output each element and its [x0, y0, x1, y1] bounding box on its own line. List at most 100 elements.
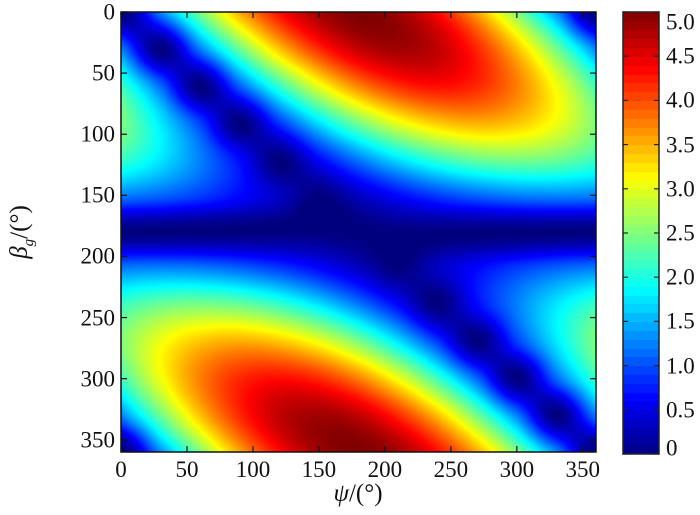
heatmap-cell — [457, 140, 497, 177]
heatmap-cell — [299, 214, 339, 251]
heatmap-cell — [180, 67, 220, 104]
heatmap-cell — [457, 104, 497, 141]
heatmap-cell — [457, 0, 497, 30]
heatmap-cell — [180, 177, 220, 214]
colorbar-tick-label: 1.0 — [666, 353, 695, 379]
heatmap-cell — [497, 104, 537, 141]
heatmap-cell — [299, 67, 339, 104]
heatmap-cell — [141, 67, 181, 104]
heatmap-cell — [418, 67, 458, 104]
y-axis-unit: /(°) — [6, 205, 33, 239]
colorbar — [623, 12, 659, 454]
heatmap-cell — [180, 287, 220, 324]
heatmap-cell — [418, 214, 458, 251]
x-tick-label: 250 — [433, 457, 469, 482]
y-tick-label: 200 — [80, 243, 116, 269]
y-tick-label: 350 — [80, 427, 116, 453]
heatmap-cell — [339, 250, 379, 287]
heatmap-cell — [537, 30, 577, 67]
heatmap-cell — [378, 214, 418, 251]
x-tick-label: 0 — [115, 457, 127, 482]
heatmap-cell — [141, 250, 181, 287]
heatmap-cell — [299, 324, 339, 361]
heatmap-cell — [141, 324, 181, 361]
heatmap-cell — [457, 324, 497, 361]
heatmap-cell — [457, 360, 497, 397]
heatmap-cell — [220, 324, 260, 361]
heatmap-cell — [339, 324, 379, 361]
heatmap-cell — [260, 287, 300, 324]
heatmap-cell — [378, 177, 418, 214]
heatmap-cell — [418, 140, 458, 177]
heatmap-cell — [339, 214, 379, 251]
heatmap-cell — [378, 0, 418, 30]
heatmap-cell — [497, 360, 537, 397]
heatmap-cell — [537, 104, 577, 141]
x-tick-label: 150 — [301, 457, 337, 482]
heatmap-cell — [537, 360, 577, 397]
heatmap-cell — [299, 250, 339, 287]
heatmap-cell — [180, 104, 220, 141]
heatmap-cell — [260, 214, 300, 251]
y-tick-label: 300 — [80, 366, 116, 392]
heatmap-cell — [220, 250, 260, 287]
heatmap-cell — [418, 250, 458, 287]
heatmap-cell — [180, 397, 220, 434]
y-tick-label: 0 — [103, 0, 116, 25]
heatmap-cell — [457, 287, 497, 324]
heatmap-cell — [260, 324, 300, 361]
heatmap-cell — [260, 360, 300, 397]
heatmap-cell — [339, 287, 379, 324]
heatmap-cell — [537, 67, 577, 104]
heatmap-cell — [220, 0, 260, 30]
heatmap-cell — [260, 140, 300, 177]
heatmap-cell — [537, 324, 577, 361]
heatmap-cell — [299, 360, 339, 397]
colorbar-tick-label: 1.5 — [666, 308, 695, 334]
heatmap-cell — [537, 214, 577, 251]
heatmap-cell — [220, 104, 260, 141]
colorbar-tick-label: 0.5 — [666, 397, 695, 423]
y-tick-label: 150 — [80, 182, 116, 208]
heatmap-cell — [497, 397, 537, 434]
heatmap-cell — [378, 250, 418, 287]
heatmap-cell — [141, 140, 181, 177]
heatmap-cell — [418, 324, 458, 361]
y-tick-label: 100 — [80, 121, 116, 147]
heatmap-cell — [537, 397, 577, 434]
heatmap-cell — [457, 250, 497, 287]
heatmap-cell — [339, 140, 379, 177]
heatmap-cell — [220, 140, 260, 177]
colorbar-tick-label: 0 — [666, 435, 678, 461]
heatmap-cell — [260, 397, 300, 434]
heatmap-cell — [457, 67, 497, 104]
heatmap-cell — [418, 30, 458, 67]
heatmap-cell — [497, 214, 537, 251]
heatmap-cell — [260, 67, 300, 104]
colorbar-tick-label: 3.0 — [666, 176, 695, 202]
heatmap-cell — [378, 397, 418, 434]
heatmap-cell — [339, 397, 379, 434]
heatmap-cell — [537, 287, 577, 324]
heatmap-cell — [339, 177, 379, 214]
heatmap-cell — [339, 30, 379, 67]
heatmap-cell — [497, 177, 537, 214]
heatmap-cell — [457, 214, 497, 251]
x-tick-label: 350 — [565, 457, 601, 482]
heatmap-cell — [141, 214, 181, 251]
heatmap-cell — [141, 287, 181, 324]
heatmap-cell — [180, 360, 220, 397]
heatmap-cell — [418, 0, 458, 30]
y-axis-symbol: β — [6, 246, 33, 259]
heatmap-cell — [418, 287, 458, 324]
colorbar-tick-label: 3.5 — [666, 132, 695, 158]
heatmap-cell — [497, 140, 537, 177]
x-axis-label: ψ/(°) — [333, 480, 382, 508]
x-axis-symbol: ψ — [333, 480, 349, 507]
heatmap-cell — [180, 30, 220, 67]
heatmap-cell — [141, 104, 181, 141]
heatmap-cell — [378, 287, 418, 324]
heatmap-cell — [299, 140, 339, 177]
heatmap-cell — [378, 140, 418, 177]
